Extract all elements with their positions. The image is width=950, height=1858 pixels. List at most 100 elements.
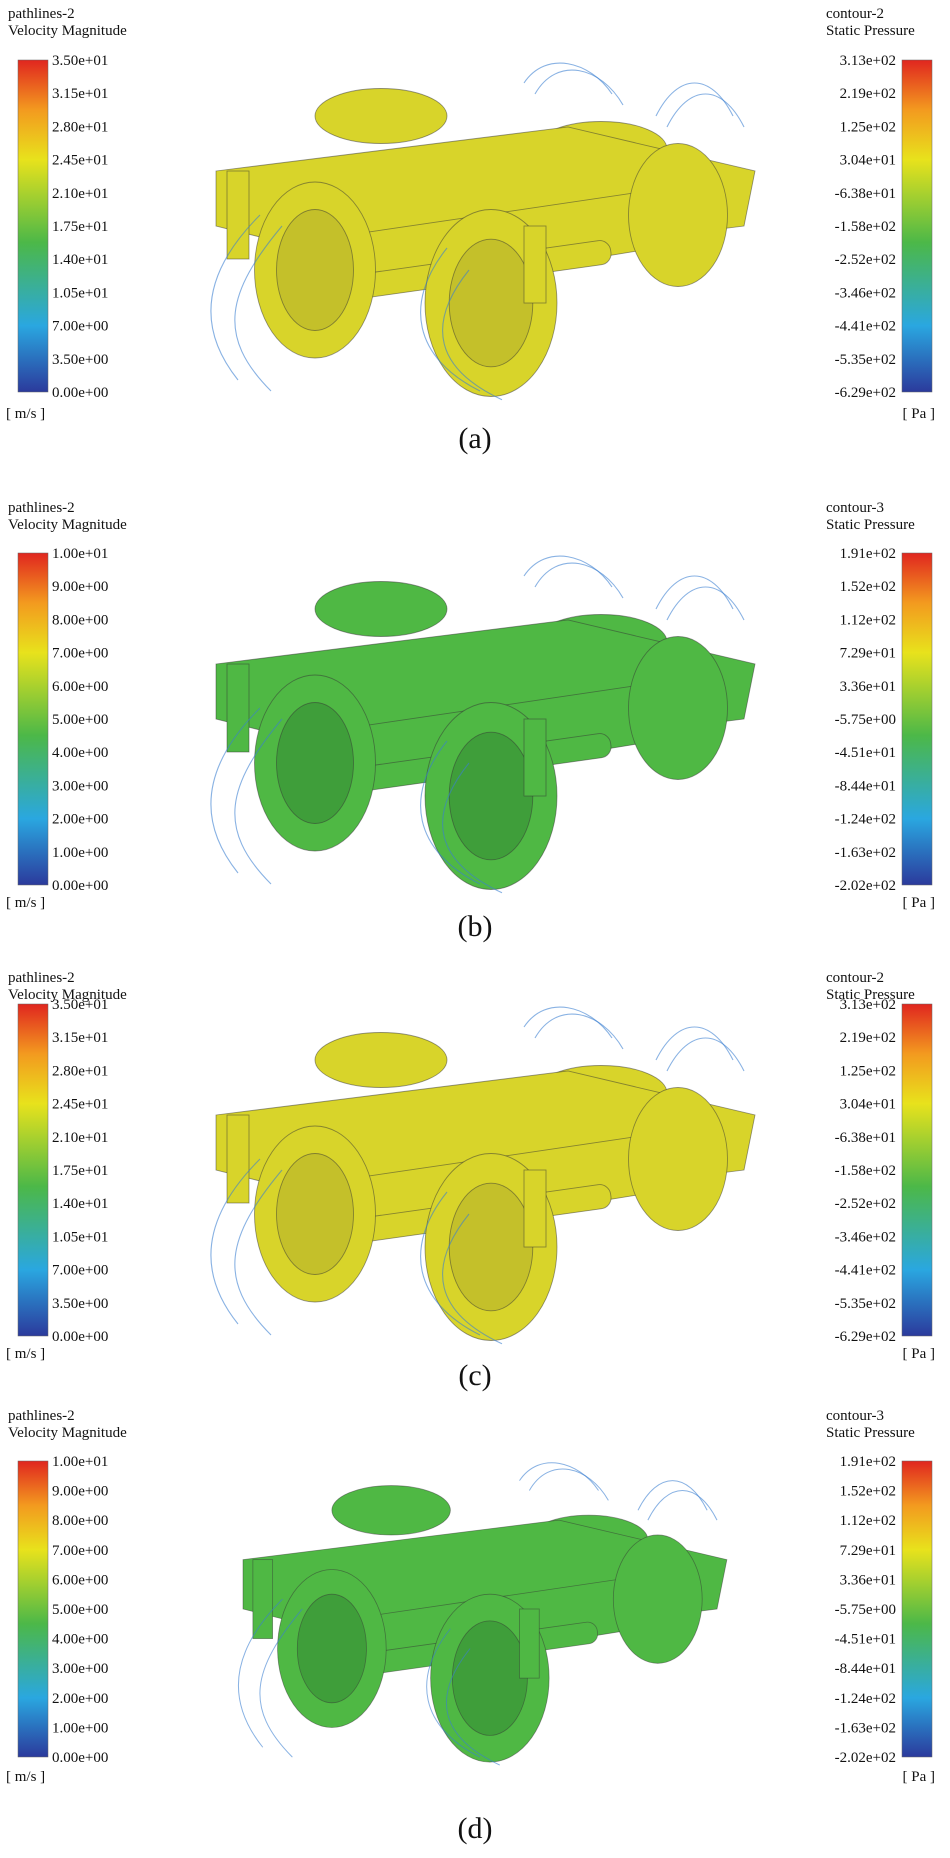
legend-tick-label: 0.00e+00 (52, 1329, 108, 1345)
legend-tick-label: -4.51e+01 (835, 1632, 896, 1648)
bogie-render (210, 555, 756, 894)
legend-tick-label: -8.44e+01 (835, 1661, 896, 1677)
legend-tick-label: 6.00e+00 (52, 1572, 108, 1588)
legend-tick-label: 1.25e+02 (840, 119, 896, 135)
legend-tick-label: -4.41e+02 (835, 319, 896, 335)
legend-tick-label: 3.50e+00 (52, 1296, 108, 1312)
legend-tick-label: 2.10e+01 (52, 186, 108, 202)
color-bar (901, 59, 933, 393)
legend-tick-label: 7.29e+01 (840, 1543, 896, 1559)
legend-title: contour-3 (826, 1408, 884, 1424)
legend-tick-label: 7.00e+00 (52, 1263, 108, 1279)
legend-tick-label: -5.75e+00 (835, 1602, 896, 1618)
legend-tick-label: 3.36e+01 (840, 1572, 896, 1588)
legend-tick-label: 4.00e+00 (52, 745, 108, 761)
legend-title: pathlines-2 (8, 500, 75, 516)
legend-tick-label: -8.44e+01 (835, 778, 896, 794)
legend-title: Static Pressure (826, 1425, 915, 1441)
legend-tick-label: 1.91e+02 (840, 546, 896, 562)
legend-tick-label: 3.15e+01 (52, 1030, 108, 1046)
legend-title: Velocity Magnitude (8, 23, 127, 39)
legend-tick-label: -1.58e+02 (835, 219, 896, 235)
legend-tick-label: 3.04e+01 (840, 153, 896, 169)
legend-unit: [ Pa ] (903, 406, 936, 422)
legend-tick-label: -6.38e+01 (835, 186, 896, 202)
legend-title: contour-2 (826, 970, 884, 986)
legend-title: Static Pressure (826, 987, 915, 1003)
legend-tick-label: 1.05e+01 (52, 285, 108, 301)
legend-tick-label: 1.52e+02 (840, 1484, 896, 1500)
legend-tick-label: 7.00e+00 (52, 646, 108, 662)
legend-tick-label: -6.29e+02 (835, 1329, 896, 1345)
legend-tick-label: 3.13e+02 (840, 53, 896, 69)
legend-tick-label: 3.50e+00 (52, 352, 108, 368)
legend-tick-label: -4.41e+02 (835, 1263, 896, 1279)
legend-tick-label: 2.45e+01 (52, 153, 108, 169)
legend-tick-label: 2.80e+01 (52, 1063, 108, 1079)
legend-tick-label: 3.13e+02 (840, 997, 896, 1013)
legend-tick-label: 0.00e+00 (52, 1750, 108, 1766)
legend-tick-label: 1.00e+00 (52, 845, 108, 861)
legend-tick-label: 2.00e+00 (52, 812, 108, 828)
legend-tick-label: -1.58e+02 (835, 1163, 896, 1179)
legend-tick-label: 3.15e+01 (52, 86, 108, 102)
legend-tick-label: -3.46e+02 (835, 1229, 896, 1245)
bogie-render (237, 1462, 728, 1766)
legend-tick-label: -2.52e+02 (835, 1196, 896, 1212)
legend-tick-label: 5.00e+00 (52, 1602, 108, 1618)
legend-tick-label: 3.00e+00 (52, 778, 108, 794)
legend-tick-label: 0.00e+00 (52, 878, 108, 894)
legend-tick-label: 8.00e+00 (52, 1513, 108, 1529)
legend-tick-label: -1.24e+02 (835, 1691, 896, 1707)
legend-tick-label: 1.40e+01 (52, 252, 108, 268)
legend-tick-label: 0.00e+00 (52, 385, 108, 401)
legend-title: pathlines-2 (8, 970, 75, 986)
color-bar (901, 1003, 933, 1337)
color-bar (17, 1460, 49, 1758)
legend-title: pathlines-2 (8, 1408, 75, 1424)
panel-caption: (a) (458, 422, 491, 455)
legend-tick-label: 2.10e+01 (52, 1130, 108, 1146)
legend-tick-label: 1.00e+00 (52, 1720, 108, 1736)
legend-unit: [ Pa ] (903, 895, 936, 911)
legend-tick-label: -5.35e+02 (835, 352, 896, 368)
legend-tick-label: -2.02e+02 (835, 1750, 896, 1766)
legend-title: contour-3 (826, 500, 884, 516)
legend-tick-label: 3.50e+01 (52, 997, 108, 1013)
panel-caption: (c) (458, 1359, 491, 1392)
color-bar (901, 552, 933, 886)
legend-tick-label: -2.52e+02 (835, 252, 896, 268)
legend-tick-label: 1.75e+01 (52, 1163, 108, 1179)
legend-tick-label: 7.00e+00 (52, 1543, 108, 1559)
legend-tick-label: 2.19e+02 (840, 1030, 896, 1046)
legend-unit: [ Pa ] (903, 1769, 936, 1785)
legend-tick-label: 4.00e+00 (52, 1632, 108, 1648)
legend-unit: [ m/s ] (6, 1769, 45, 1785)
legend-title: contour-2 (826, 6, 884, 22)
color-bar (901, 1460, 933, 1758)
legend-tick-label: 1.91e+02 (840, 1454, 896, 1470)
legend-tick-label: 5.00e+00 (52, 712, 108, 728)
legend-tick-label: 3.36e+01 (840, 679, 896, 695)
legend-unit: [ m/s ] (6, 1346, 45, 1362)
legend-tick-label: 9.00e+00 (52, 579, 108, 595)
legend-tick-label: 1.05e+01 (52, 1229, 108, 1245)
legend-tick-label: -5.35e+02 (835, 1296, 896, 1312)
legend-tick-label: -2.02e+02 (835, 878, 896, 894)
legend-tick-label: 1.40e+01 (52, 1196, 108, 1212)
panel-caption: (b) (458, 910, 493, 943)
legend-tick-label: 9.00e+00 (52, 1484, 108, 1500)
legend-title: Velocity Magnitude (8, 517, 127, 533)
